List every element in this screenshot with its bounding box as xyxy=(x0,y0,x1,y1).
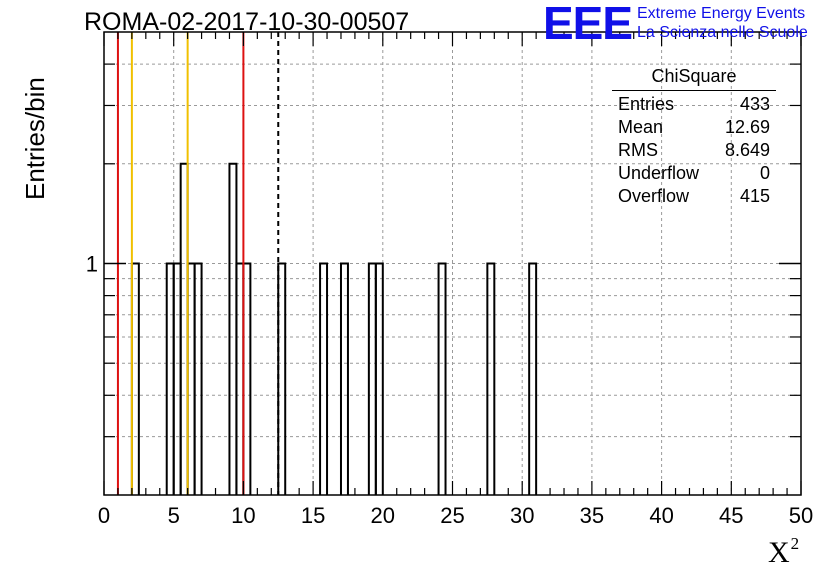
eee-logo: EEE xyxy=(543,0,633,49)
stats-row-entries: Entries 433 xyxy=(612,93,776,116)
histogram-bin xyxy=(193,262,203,495)
x-tick-label: 5 xyxy=(168,503,180,528)
histogram-bin xyxy=(130,262,140,495)
stats-value: 12.69 xyxy=(724,117,770,137)
logo-line2: La Scienza nelle Scuole xyxy=(637,24,808,41)
x-tick-label: 20 xyxy=(371,503,395,528)
histogram-bin xyxy=(228,162,238,495)
x-tick-label: 10 xyxy=(231,503,255,528)
stats-row-overflow: Overflow 415 xyxy=(612,185,776,208)
y-tick-label: 1 xyxy=(86,252,98,277)
histogram-bin xyxy=(172,262,182,495)
stats-value: 8.649 xyxy=(724,140,770,160)
x-axis-label: X2 xyxy=(768,534,799,570)
stats-row-mean: Mean 12.69 xyxy=(612,116,776,139)
logo-line1: Extreme Energy Events xyxy=(637,5,806,22)
stats-label: Overflow xyxy=(618,186,690,206)
histogram-bin xyxy=(528,262,538,495)
histogram-bin xyxy=(367,262,377,495)
stats-value: 415 xyxy=(739,186,770,206)
x-tick-label: 45 xyxy=(719,503,743,528)
stats-value: 0 xyxy=(759,163,770,183)
histogram-bin xyxy=(374,262,384,495)
histogram-bin xyxy=(242,262,252,495)
histogram-bin xyxy=(319,262,329,495)
y-axis-label: Entries/bin xyxy=(20,77,50,200)
x-tick-label: 0 xyxy=(98,503,110,528)
histogram-bin xyxy=(165,262,175,495)
x-tick-label: 30 xyxy=(510,503,534,528)
stats-label: Entries xyxy=(618,94,675,114)
stats-label: Underflow xyxy=(618,163,700,183)
x-tick-label: 25 xyxy=(440,503,464,528)
x-tick-label: 35 xyxy=(580,503,604,528)
x-tick-label: 40 xyxy=(649,503,673,528)
marker-lines-layer xyxy=(116,32,280,495)
x-axis-label-superscript: 2 xyxy=(790,534,800,553)
stats-row-rms: RMS 8.649 xyxy=(612,139,776,162)
stats-box: ChiSquare Entries 433 Mean 12.69 RMS 8.649 … xyxy=(612,66,776,208)
histogram-layer xyxy=(130,162,538,495)
stats-row-underflow: Underflow 0 xyxy=(612,162,776,185)
histogram-bin xyxy=(437,262,447,495)
x-tick-label: 15 xyxy=(301,503,325,528)
histogram-bin xyxy=(486,262,496,495)
stats-value: 433 xyxy=(739,94,770,114)
stats-label: Mean xyxy=(618,117,664,137)
x-axis-label-base: X xyxy=(768,536,790,569)
histogram-bin xyxy=(339,262,349,495)
histogram-bin xyxy=(277,262,287,495)
chart-title: ROMA-02-2017-10-30-00507 xyxy=(84,8,410,36)
ticks-layer: 10 5 10 15 20 25 30 35 40 45 50 xyxy=(86,32,813,528)
stats-header: ChiSquare xyxy=(612,66,776,91)
x-tick-label: 50 xyxy=(789,503,813,528)
histogram-bin xyxy=(186,262,196,495)
histogram-bin xyxy=(235,262,245,495)
histogram-bin xyxy=(179,162,189,495)
stats-label: RMS xyxy=(618,140,658,160)
